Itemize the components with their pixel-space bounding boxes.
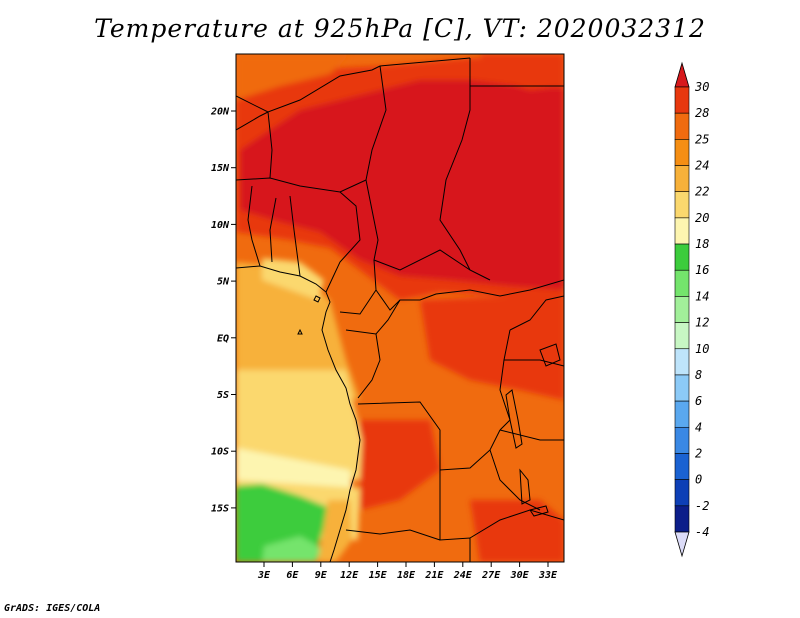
colorbar-level-label: 20: [695, 211, 709, 225]
country-borders: [236, 57, 564, 562]
colorbar-segment: [674, 505, 690, 533]
colorbar-segment: [674, 139, 690, 166]
colorbar-level-label: 25: [695, 132, 709, 146]
colorbar-level-label: -2: [695, 499, 709, 513]
colorbar-level-label: 18: [695, 237, 709, 251]
credit-label: GrADS: IGES/COLA: [4, 603, 101, 614]
map-title: Temperature at 925hPa [C], VT: 202003231…: [94, 14, 706, 43]
colorbar-segment: [674, 426, 690, 454]
colorbar-level-label: 4: [695, 420, 702, 434]
colorbar-segment: [674, 217, 690, 245]
lon-tick-label: 3E: [257, 570, 271, 581]
colorbar-segment: [674, 112, 690, 140]
ocean-mild: [236, 370, 362, 480]
temperature-field: [236, 54, 564, 562]
map-frame: [235, 53, 565, 563]
colorbar-level-label: 2: [695, 446, 702, 460]
colorbar-segment: [674, 374, 690, 402]
lon-tick-label: 9E: [315, 570, 328, 581]
lat-tick-label: 10N: [211, 220, 230, 231]
lon-tick-label: 15E: [369, 570, 388, 581]
lon-tick-label: 30E: [510, 570, 530, 581]
colorbar-segment: [674, 269, 690, 297]
colorbar-level-label: 16: [695, 263, 709, 277]
colorbar-segment: [674, 191, 690, 219]
lon-tick-label: 12E: [340, 570, 359, 581]
hot-core: [240, 80, 564, 290]
lon-tick-label: 27E: [481, 570, 501, 581]
colorbar-segment: [674, 400, 690, 428]
colorbar-level-label: -4: [695, 525, 709, 539]
colorbar-segment: [674, 348, 690, 376]
colorbar-segment: [674, 86, 690, 114]
longitude-axis: 3E 6E 9E 12E 15E 18E 21E 24E 27E 30E 33E: [257, 562, 558, 581]
lat-tick-label: EQ: [217, 333, 229, 344]
lat-tick-label: 5N: [217, 277, 230, 288]
lat-tick-label: 15S: [211, 503, 229, 514]
colorbar-segment: [674, 296, 690, 323]
colorbar-level-label: 14: [695, 289, 709, 303]
colorbar-level-label: 22: [695, 185, 709, 199]
colorbar-segment: [674, 322, 690, 350]
ocean-warm-band: [236, 262, 360, 400]
colorbar-segment: [674, 243, 690, 271]
colorbar-level-label: 10: [695, 342, 709, 356]
lon-tick-label: 18E: [397, 570, 416, 581]
colorbar-level-label: 8: [695, 368, 702, 382]
lat-tick-label: 5S: [217, 390, 229, 401]
colorbar-level-label: 12: [695, 316, 709, 330]
lon-tick-label: 21E: [424, 570, 444, 581]
lon-tick-label: 6E: [286, 570, 299, 581]
colorbar-segment: [674, 479, 690, 507]
lon-tick-label: 33E: [538, 570, 558, 581]
colorbar-level-label: 6: [695, 394, 702, 408]
colorbar-level-label: 0: [695, 473, 702, 487]
lat-tick-label: 15N: [211, 163, 230, 174]
colorbar-level-label: 30: [694, 80, 709, 94]
latitude-axis: 20N 15N 10N 5N EQ 5S 10S 15S: [210, 107, 236, 514]
lat-tick-label: 10S: [211, 447, 229, 458]
colorbar-bottom-arrow: [674, 531, 690, 558]
colorbar-top-arrow: [674, 61, 690, 88]
lat-tick-label: 20N: [210, 107, 230, 118]
lon-tick-label: 24E: [453, 570, 473, 581]
colorbar-segment: [674, 165, 690, 193]
colorbar-level-label: 24: [695, 159, 709, 173]
colorbar-level-label: 28: [695, 106, 709, 120]
colorbar-segment: [674, 453, 690, 480]
